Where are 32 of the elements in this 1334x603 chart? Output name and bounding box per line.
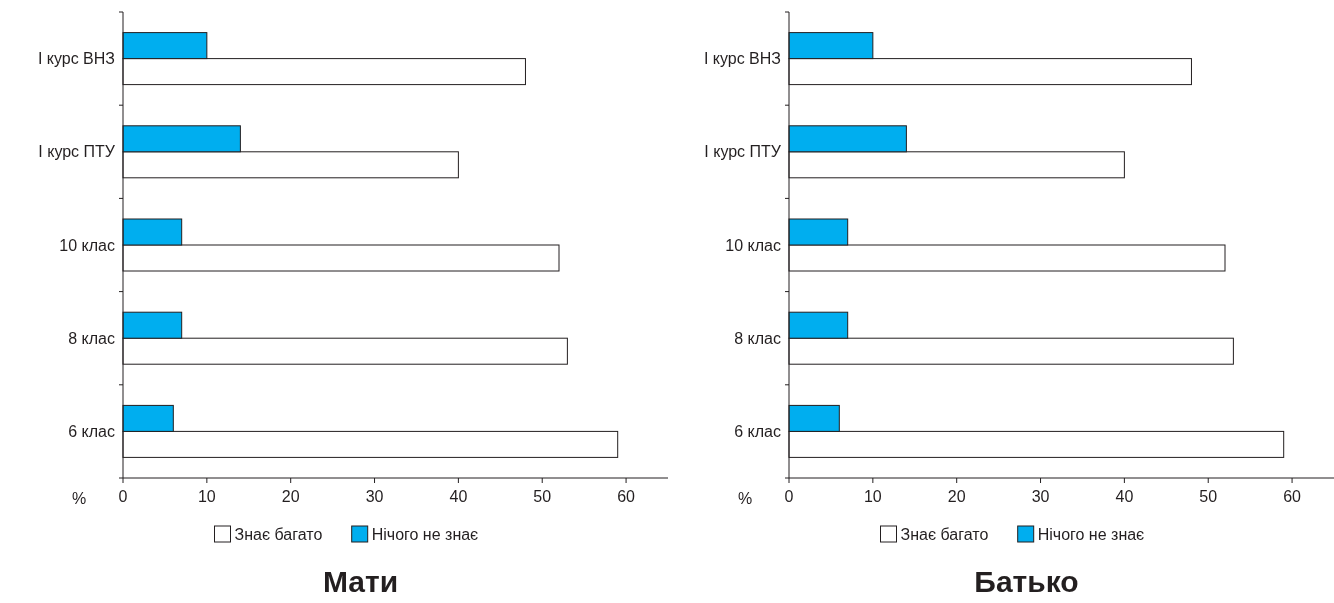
x-tick-label: 50 — [533, 488, 552, 505]
y-tick-label: І курс ВНЗ — [703, 50, 781, 68]
legend-label: Знає багато — [900, 526, 989, 543]
y-tick-label: 10 клас — [725, 236, 781, 254]
x-tick-label: 60 — [1283, 488, 1302, 505]
y-tick-label: 8 клас — [734, 329, 781, 347]
x-axis-title: % — [737, 490, 753, 507]
x-tick-label: 20 — [947, 488, 966, 505]
y-tick-label: І курс ПТУ — [704, 143, 782, 161]
x-tick-label: 30 — [365, 488, 384, 505]
x-axis-title: % — [71, 490, 87, 507]
x-tick-label: 0 — [784, 488, 794, 505]
y-tick-label: І курс ВНЗ — [37, 50, 115, 68]
x-tick-label: 10 — [863, 488, 882, 505]
x-tick-label: 50 — [1199, 488, 1218, 505]
y-tick-label: 6 клас — [68, 423, 115, 440]
legend-label: Нічого не знає — [371, 526, 479, 543]
x-tick-label: 0 — [118, 488, 128, 505]
y-tick-label: І курс ПТУ — [38, 143, 116, 161]
x-tick-label: 20 — [281, 488, 300, 505]
text: Мати — [322, 565, 399, 598]
x-tick-label: 60 — [617, 488, 636, 505]
y-tick-label: 10 клас — [59, 236, 115, 254]
legend-label: Нічого не знає — [1037, 526, 1145, 543]
x-tick-label: 40 — [449, 488, 468, 505]
y-tick-label: 6 клас — [734, 423, 781, 440]
x-tick-label: 40 — [1115, 488, 1134, 505]
y-tick-label: 8 клас — [68, 329, 115, 347]
x-tick-label: 30 — [1031, 488, 1050, 505]
x-tick-label: 10 — [197, 488, 216, 505]
text: Батько — [974, 565, 1079, 598]
legend-label: Знає багато — [234, 526, 323, 543]
